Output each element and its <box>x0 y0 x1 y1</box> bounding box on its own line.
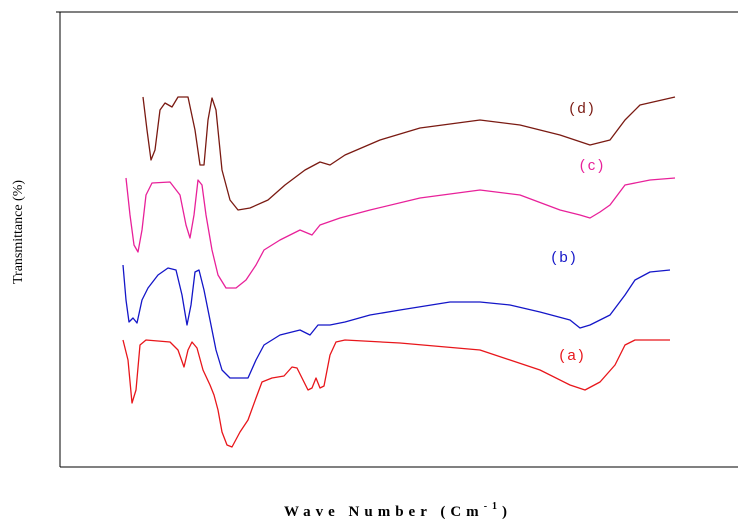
series-label: (c) <box>580 157 607 174</box>
spectrum-line <box>122 264 671 379</box>
y-axis-title: Transmittance (%) <box>11 180 26 284</box>
spectrum-line <box>122 339 670 448</box>
x-axis-title-close: ) <box>502 504 512 520</box>
x-axis-title-sup: -1 <box>484 501 502 512</box>
series-label: (b) <box>551 249 578 266</box>
x-axis-title: Wave Number (Cm-1) <box>284 501 512 520</box>
spectrum-line <box>142 96 676 211</box>
series-label: (a) <box>559 347 586 364</box>
series-label: (d) <box>569 100 596 117</box>
x-axis-title-text: Wave Number (Cm <box>284 504 484 520</box>
spectrum-line <box>125 177 676 289</box>
